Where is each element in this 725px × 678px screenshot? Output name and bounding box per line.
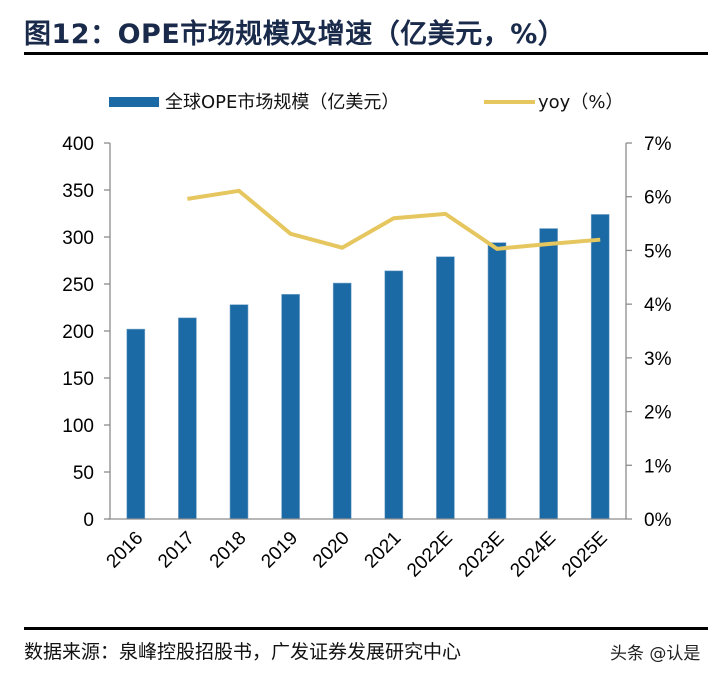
bar-2020 [332,282,352,520]
bar-2025E [590,214,610,520]
x-tick-label: 2018 [206,528,251,573]
right-tick-label: 7% [644,134,672,155]
x-tick-label: 2022E [403,528,457,582]
right-axis: 0% 1% 2% 3% 4% 5% 6% 7% [625,134,672,531]
legend-bar-swatch [109,97,159,107]
bar-2017 [178,317,197,520]
x-tick-label: 2017 [154,528,199,573]
x-tick-label: 2024E [506,528,560,582]
x-tick-label: 2021 [361,528,406,573]
left-tick-label: 200 [62,322,94,343]
source-divider [24,627,708,630]
bar-2023E [487,242,507,520]
left-tick-label: 50 [73,463,94,484]
legend-bar-label: 全球OPE市场规模（亿美元） [165,92,400,113]
title-divider [24,52,708,55]
left-tick-label: 100 [62,416,94,437]
source-note: 数据来源：泉峰控股招股书，广发证券发展研究中心 [24,641,462,663]
bar-2022E [436,256,455,520]
watermark: 头条 @认是 [610,644,701,664]
right-tick-label: 3% [644,349,672,370]
x-tick-label: 2025E [558,528,612,582]
yoy-line [187,188,601,251]
bar-2021 [384,270,404,520]
x-tick-label: 2020 [309,528,354,573]
left-tick-label: 400 [62,134,94,155]
bar-2019 [281,294,300,520]
legend-line-label: yoy（%） [538,92,624,113]
x-tick-label: 2023E [455,528,509,582]
right-tick-label: 2% [644,403,672,424]
right-tick-label: 4% [644,295,672,316]
right-tick-label: 5% [644,241,672,262]
left-tick-label: 350 [62,181,94,202]
chart-title: 图12：OPE市场规模及增速（亿美元，%） [24,19,566,50]
left-tick-label: 300 [62,228,94,249]
bar-series [126,214,610,520]
left-tick-label: 250 [62,275,94,296]
right-tick-label: 0% [644,510,672,531]
bar-2016 [126,328,146,520]
left-tick-label: 150 [62,369,94,390]
bar-2018 [229,304,249,520]
x-axis: 2016 2017 2018 2019 2020 20212022E2023E2024E2… [103,518,626,582]
bar-2024E [539,228,558,520]
x-tick-label: 2019 [257,528,302,573]
left-axis: 0 50 100 150 200 250 300 350 400 [62,134,111,531]
legend-line-swatch [484,100,535,104]
line-series [187,188,601,251]
left-tick-label: 0 [83,510,94,531]
legend: 全球OPE市场规模（亿美元） yoy（%） [0,88,725,114]
right-tick-label: 1% [644,456,672,477]
right-tick-label: 6% [644,188,672,209]
x-tick-label: 2016 [103,528,148,573]
